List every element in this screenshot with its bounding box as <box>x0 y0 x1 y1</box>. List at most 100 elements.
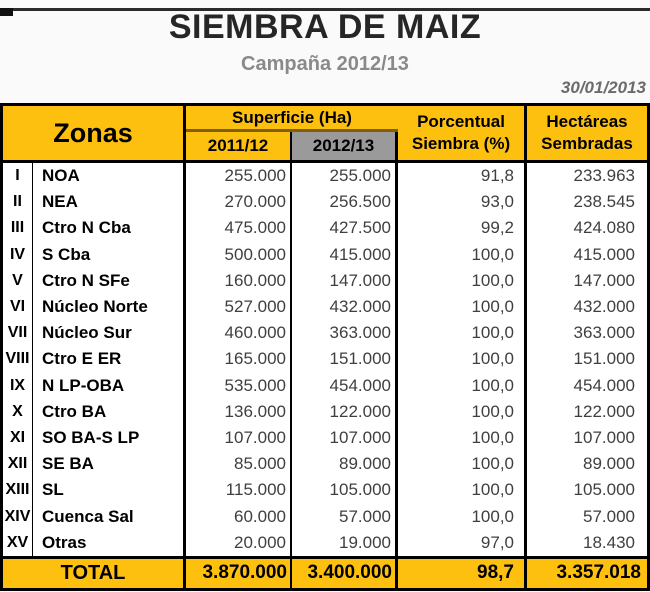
superficie-2012-13: 415.000 <box>292 241 398 268</box>
zone-numeral: III <box>3 215 33 242</box>
hectareas-sembradas: 424.080 <box>573 218 635 238</box>
zone-name: Núcleo Norte <box>33 293 186 321</box>
zone-numeral: XI <box>3 424 33 452</box>
zone-name: Ctro BA <box>33 398 186 425</box>
table-total-row: TOTAL 3.870.000 3.400.000 98,7 3.357.018 <box>3 555 647 588</box>
header-porcentual-line2: Siembra (%) <box>411 134 511 153</box>
header-porcentual-siembra: Porcentual Siembra (%) <box>398 106 527 160</box>
superficie-2011-12: 460.000 <box>186 320 292 347</box>
table-header: Zonas Superficie (Ha) 2011/12 2012/13 Po… <box>3 106 647 163</box>
superficie-2011-12: 270.000 <box>186 189 292 216</box>
superficie-2011-12: 475.000 <box>186 215 292 242</box>
zone-numeral: I <box>3 163 33 190</box>
total-superficie-2011-12: 3.870.000 <box>186 558 292 588</box>
page-title: SIEMBRA DE MAIZ <box>168 8 482 46</box>
zone-name: Otras <box>33 529 186 556</box>
header-porcentual-line1: Porcentual <box>417 112 505 131</box>
siembra-table: Zonas Superficie (Ha) 2011/12 2012/13 Po… <box>0 103 650 591</box>
hectareas-sembradas: 89.000 <box>583 454 635 474</box>
hectareas-sembradas: 147.000 <box>573 270 635 290</box>
zone-numeral: XII <box>3 451 33 478</box>
superficie-2012-13: 105.000 <box>292 477 398 504</box>
zone-name: Ctro N Cba <box>33 215 186 242</box>
superficie-2012-13: 107.000 <box>292 424 398 452</box>
header-zonas: Zonas <box>3 106 186 160</box>
superficie-2011-12: 535.000 <box>186 372 292 399</box>
zone-numeral: XIV <box>3 503 33 530</box>
superficie-2011-12: 165.000 <box>186 346 292 373</box>
porcentual-siembra: 99,2 <box>398 215 527 242</box>
hectareas-sembradas: 454.000 <box>573 375 635 395</box>
header-hectareas-sembradas: Hectáreas Sembradas <box>527 106 647 160</box>
superficie-2012-13: 255.000 <box>292 163 398 190</box>
hectareas-sembradas: 415.000 <box>573 244 635 264</box>
superficie-2012-13: 427.500 <box>292 215 398 242</box>
header-hectareas-line2: Sembradas <box>541 134 633 153</box>
header-superficie-group: Superficie (Ha) <box>186 106 398 132</box>
hectareas-sembradas: 233.963 <box>573 166 635 186</box>
header-hectareas-line1: Hectáreas <box>546 112 628 131</box>
porcentual-siembra: 100,0 <box>398 398 527 425</box>
total-superficie-2012-13: 3.400.000 <box>292 558 398 588</box>
porcentual-siembra: 100,0 <box>398 293 527 321</box>
zone-name: NEA <box>33 189 186 216</box>
superficie-2012-13: 57.000 <box>292 503 398 530</box>
porcentual-siembra: 100,0 <box>398 241 527 268</box>
superficie-2011-12: 160.000 <box>186 267 292 294</box>
superficie-2011-12: 527.000 <box>186 293 292 321</box>
superficie-2012-13: 363.000 <box>292 320 398 347</box>
zone-numeral: IX <box>3 372 33 399</box>
porcentual-siembra: 100,0 <box>398 346 527 373</box>
superficie-2011-12: 255.000 <box>186 163 292 190</box>
porcentual-siembra: 93,0 <box>398 189 527 216</box>
zone-numeral: X <box>3 398 33 425</box>
zone-numeral: IV <box>3 241 33 268</box>
superficie-2011-12: 60.000 <box>186 503 292 530</box>
total-label: TOTAL <box>3 558 186 588</box>
zone-name: Núcleo Sur <box>33 320 186 347</box>
superficie-2011-12: 115.000 <box>186 477 292 504</box>
zone-numeral: VII <box>3 320 33 347</box>
zone-numeral: V <box>3 267 33 294</box>
superficie-2012-13: 147.000 <box>292 267 398 294</box>
zone-name: N LP-OBA <box>33 372 186 399</box>
superficie-2011-12: 85.000 <box>186 451 292 478</box>
zone-name: Cuenca Sal <box>33 503 186 530</box>
porcentual-siembra: 100,0 <box>398 477 527 504</box>
hectareas-sembradas: 107.000 <box>573 427 635 447</box>
zone-numeral: XV <box>3 529 33 556</box>
header-2012-13: 2012/13 <box>292 132 398 160</box>
superficie-2012-13: 454.000 <box>292 372 398 399</box>
porcentual-siembra: 91,8 <box>398 163 527 190</box>
hectareas-sembradas: 151.000 <box>573 349 635 369</box>
porcentual-siembra: 100,0 <box>398 424 527 452</box>
hectareas-sembradas: 57.000 <box>583 506 635 526</box>
zone-name: SO BA-S LP <box>33 424 186 452</box>
superficie-2011-12: 500.000 <box>186 241 292 268</box>
hectareas-sembradas: 432.000 <box>573 297 635 317</box>
zone-name: S Cba <box>33 241 186 268</box>
page-subtitle: Campaña 2012/13 <box>241 53 409 75</box>
zone-name: NOA <box>33 163 186 190</box>
total-porcentual: 98,7 <box>398 558 527 588</box>
zone-numeral: VI <box>3 293 33 321</box>
report-date: 30/01/2013 <box>560 78 646 97</box>
superficie-2011-12: 136.000 <box>186 398 292 425</box>
porcentual-siembra: 100,0 <box>398 267 527 294</box>
porcentual-siembra: 100,0 <box>398 451 527 478</box>
porcentual-siembra: 97,0 <box>398 529 527 556</box>
zone-numeral: XIII <box>3 477 33 504</box>
page-top-left-notch <box>0 8 13 16</box>
header-2011-12: 2011/12 <box>186 132 292 160</box>
superficie-2012-13: 122.000 <box>292 398 398 425</box>
table-body: I NOA 255.000 255.000 91,8 233.963 II NE… <box>3 163 647 556</box>
superficie-2011-12: 107.000 <box>186 424 292 452</box>
hectareas-sembradas: 105.000 <box>573 480 635 500</box>
superficie-2012-13: 151.000 <box>292 346 398 373</box>
hectareas-sembradas: 363.000 <box>573 323 635 343</box>
hectareas-sembradas: 122.000 <box>573 401 635 421</box>
zone-numeral: II <box>3 189 33 216</box>
superficie-2011-12: 20.000 <box>186 529 292 556</box>
zone-name: Ctro N SFe <box>33 267 186 294</box>
superficie-2012-13: 256.500 <box>292 189 398 216</box>
